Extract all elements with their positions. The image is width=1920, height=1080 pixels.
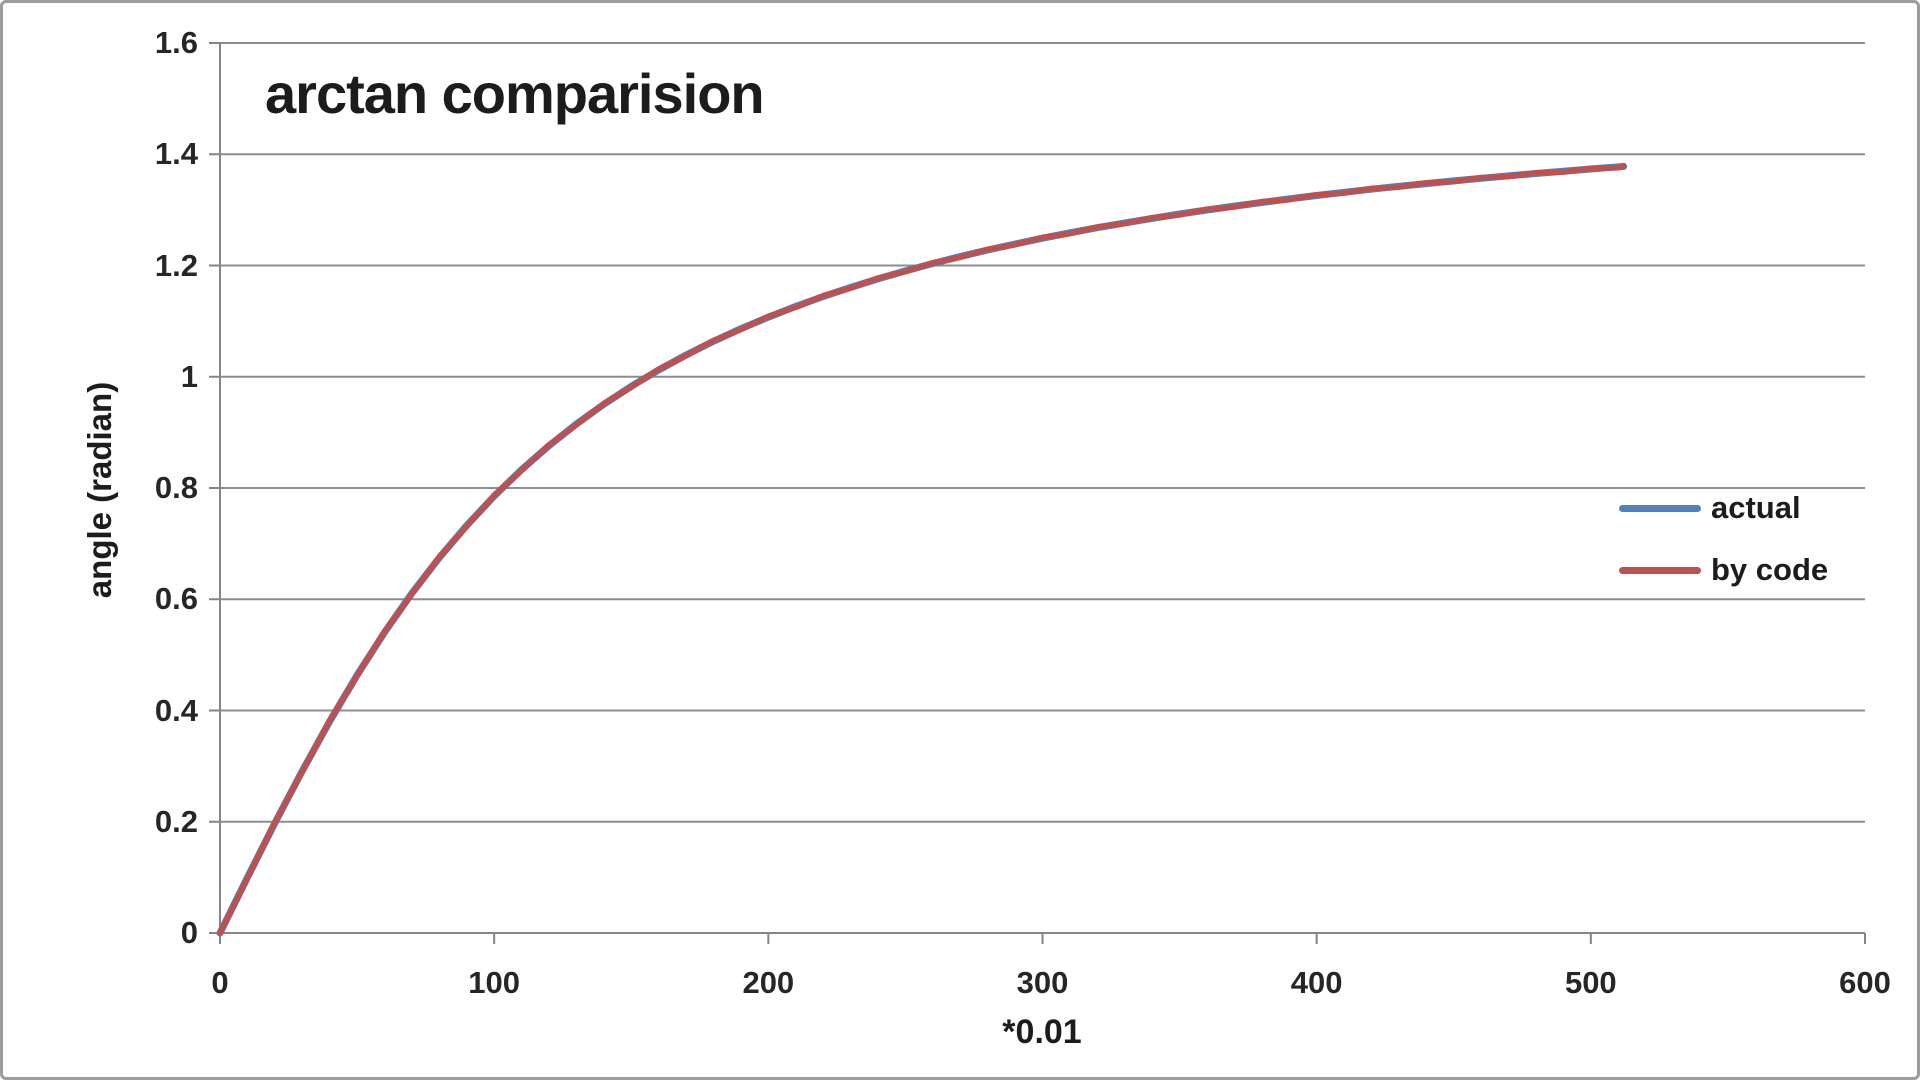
x-tick-label: 0	[211, 965, 229, 1000]
x-axis-title: *0.01	[1002, 1013, 1082, 1051]
x-tick-label: 100	[468, 965, 521, 1000]
x-tick-label: 400	[1290, 965, 1343, 1000]
y-tick-label: 1.2	[154, 247, 198, 283]
y-tick-label: 0.4	[154, 692, 198, 728]
y-tick-label: 1.4	[154, 136, 198, 172]
y-tick-label: 1.6	[154, 25, 198, 60]
x-tick-label: 200	[742, 965, 795, 1000]
x-tick-label: 600	[1839, 965, 1891, 1000]
legend-item-actual[interactable]: actual	[1619, 490, 1828, 525]
y-tick-label: 0.6	[154, 581, 198, 617]
legend-swatch-actual	[1619, 504, 1701, 512]
series-line-by-code[interactable]	[217, 162, 1627, 936]
series-line-actual[interactable]	[216, 163, 1628, 937]
plot-area	[209, 42, 1866, 944]
y-tick-label: 0	[180, 915, 198, 950]
y-tick-label: 1	[180, 358, 198, 394]
legend-label-actual: actual	[1711, 490, 1801, 525]
x-tick-label: 300	[1016, 965, 1069, 1000]
y-tick-label: 0.8	[154, 470, 198, 505]
x-axis-tick-labels: 0 100 200 300 400 500 600	[3, 965, 1917, 1005]
y-axis-tick-labels: 0 0.2 0.4 0.6 0.8 1 1.2 1.4 1.6	[3, 3, 198, 1077]
chart-title: arctan comparision	[265, 62, 765, 125]
legend-swatch-by-code	[1619, 566, 1701, 574]
legend-item-by-code[interactable]: by code	[1619, 552, 1829, 587]
y-tick-label: 0.2	[154, 803, 198, 839]
legend: actual by code	[1619, 490, 1829, 587]
x-tick-label: 500	[1564, 965, 1617, 1000]
legend-label-by-code: by code	[1711, 552, 1829, 587]
